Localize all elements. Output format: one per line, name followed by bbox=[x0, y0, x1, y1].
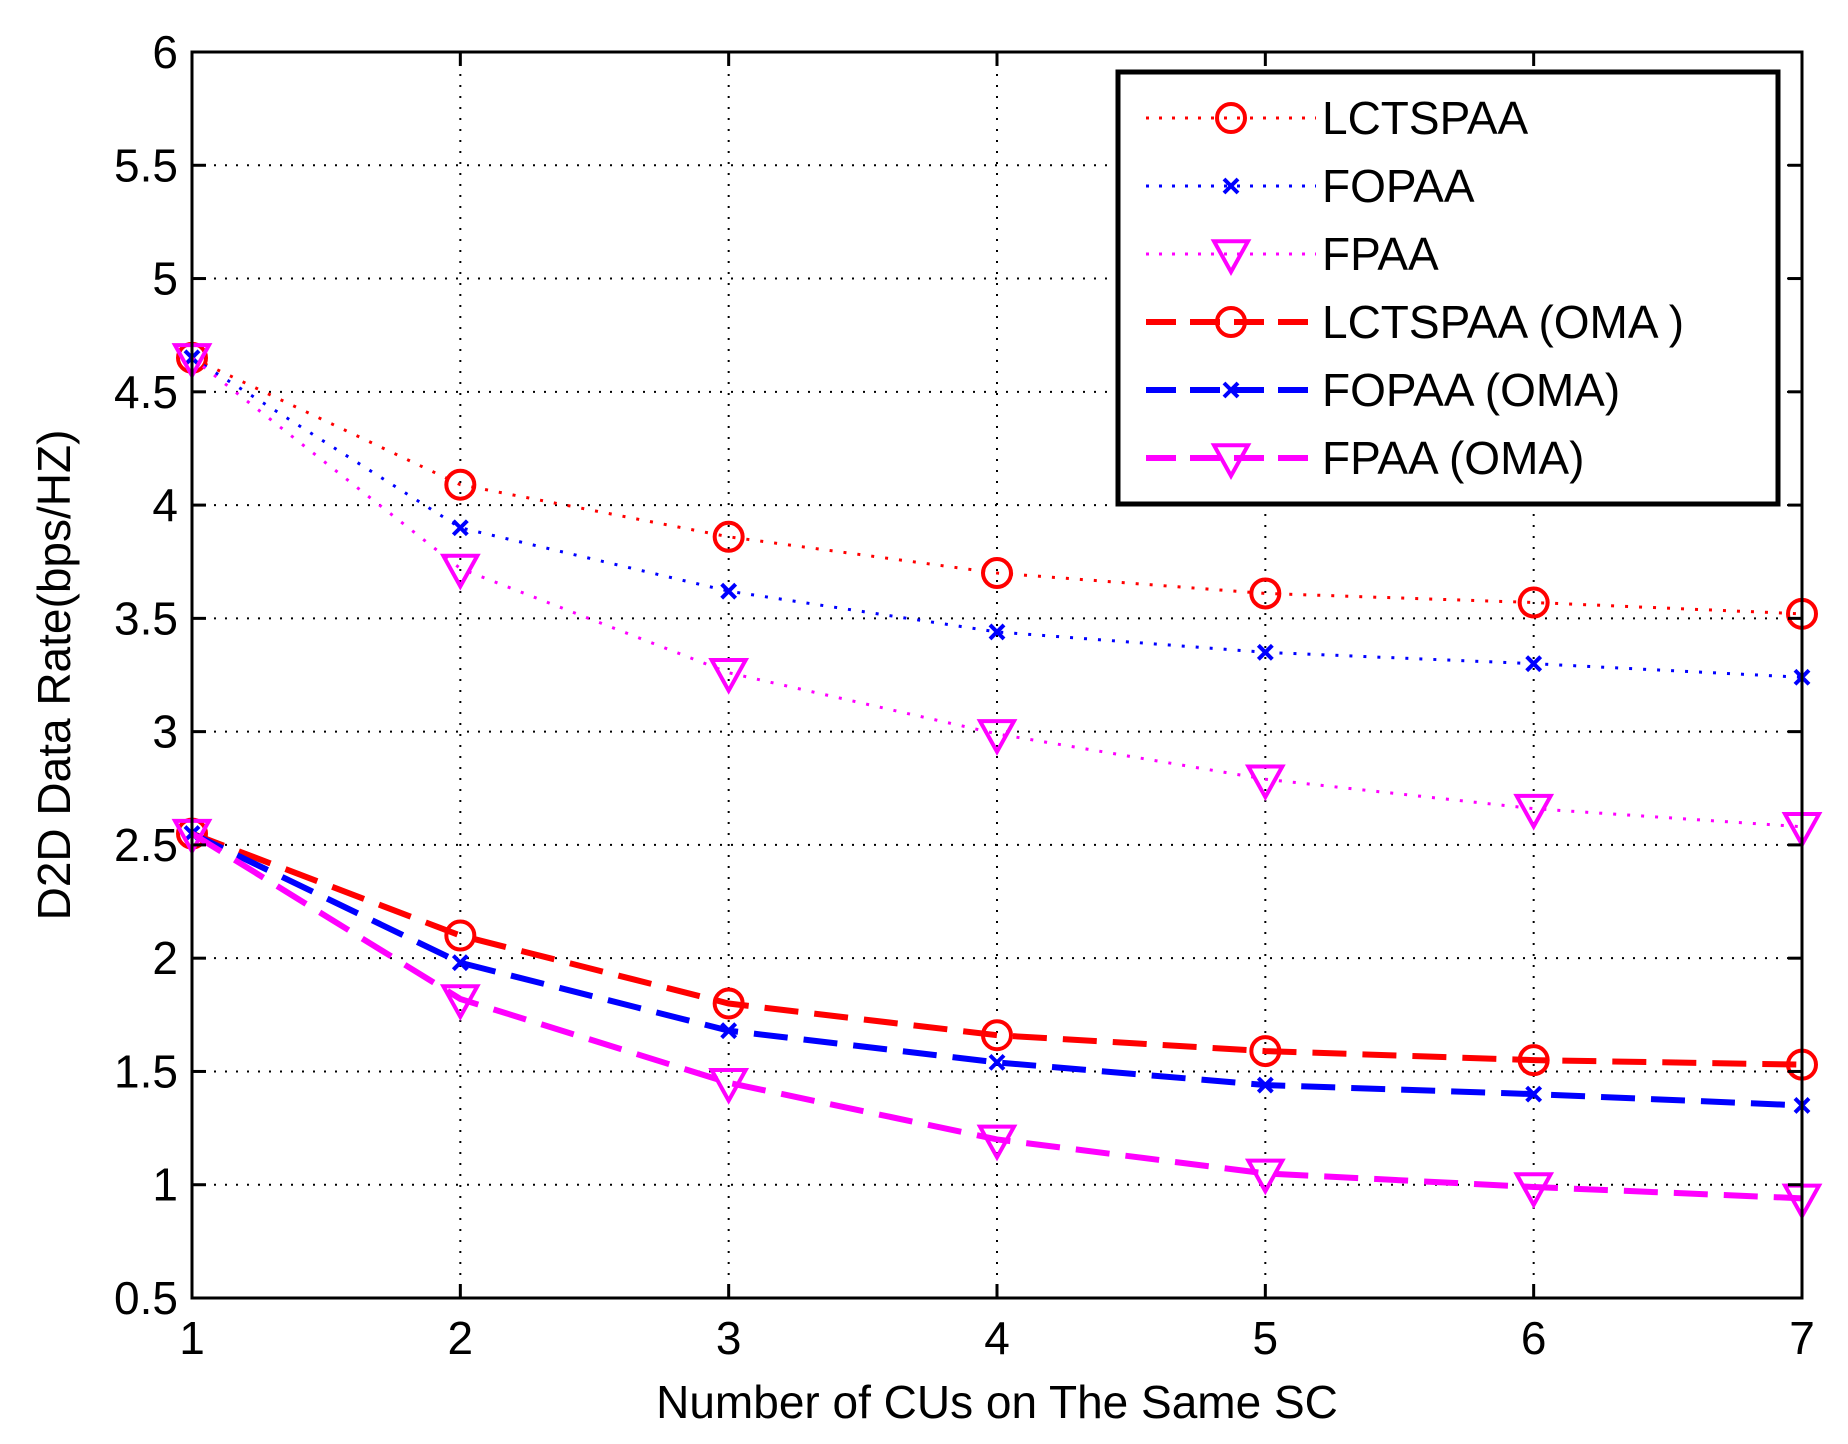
x-axis-tick-labels: 1 2 3 4 5 6 7 bbox=[179, 1312, 1815, 1364]
x-tick-label: 6 bbox=[1521, 1312, 1547, 1364]
legend: LCTSPAA FOPAA FPAA LCTSPAA (OMA ) FOPAA (OMA… bbox=[1115, 69, 1781, 507]
x-tick-label: 2 bbox=[448, 1312, 474, 1364]
y-tick-label: 1.5 bbox=[114, 1045, 178, 1097]
data-point-marker bbox=[1256, 1076, 1274, 1094]
legend-item: LCTSPAA bbox=[1146, 92, 1529, 144]
marker-stroke bbox=[1222, 177, 1240, 195]
series-fpaa-oma bbox=[171, 818, 1823, 1221]
marker-stroke bbox=[720, 582, 738, 600]
data-point-marker bbox=[712, 520, 745, 553]
data-point-marker bbox=[708, 1068, 750, 1105]
data-point-marker bbox=[1517, 1044, 1550, 1077]
y-tick-label: 3.5 bbox=[114, 592, 178, 644]
legend-label: FOPAA (OMA) bbox=[1322, 364, 1620, 416]
series-line bbox=[191, 356, 1803, 616]
y-tick-label: 1 bbox=[152, 1159, 178, 1211]
data-point-marker bbox=[720, 1022, 738, 1040]
data-point-marker bbox=[444, 468, 477, 501]
marker-stroke bbox=[1222, 381, 1240, 399]
x-axis-title: Number of CUs on The Same SC bbox=[656, 1376, 1338, 1428]
series-lctspaa bbox=[176, 341, 1818, 630]
legend-box bbox=[1115, 69, 1781, 507]
data-point-marker bbox=[451, 519, 469, 537]
data-point-marker bbox=[1513, 793, 1555, 831]
x-tick-label: 1 bbox=[179, 1312, 205, 1364]
marker-stroke bbox=[1525, 1085, 1543, 1103]
x-tick-label: 4 bbox=[984, 1312, 1010, 1364]
data-point-marker bbox=[988, 1053, 1006, 1071]
data-point-marker bbox=[1222, 177, 1240, 195]
grid-lines bbox=[192, 52, 1802, 1298]
data-point-marker bbox=[1222, 381, 1240, 399]
data-point-marker bbox=[1249, 577, 1282, 610]
data-point-marker bbox=[976, 719, 1018, 756]
marker-stroke bbox=[988, 623, 1006, 641]
legend-item: LCTSPAA (OMA ) bbox=[1146, 296, 1684, 348]
marker-stroke bbox=[451, 954, 469, 972]
series-line bbox=[190, 830, 1803, 1068]
legend-label: FOPAA bbox=[1322, 160, 1475, 212]
y-tick-label: 2.5 bbox=[114, 819, 178, 871]
data-point-marker bbox=[981, 1019, 1013, 1052]
data-point-marker bbox=[1513, 1172, 1555, 1209]
data-point-marker bbox=[1517, 586, 1550, 619]
marker-stroke bbox=[720, 1022, 738, 1040]
data-point-marker bbox=[1525, 655, 1543, 673]
y-tick-label: 5 bbox=[152, 253, 178, 305]
data-point-marker bbox=[444, 919, 477, 952]
axis-ticks bbox=[190, 50, 1804, 1300]
marker-stroke bbox=[1256, 643, 1274, 661]
legend-item: FPAA bbox=[1146, 228, 1439, 280]
data-point-marker bbox=[976, 1124, 1018, 1162]
y-tick-label: 5.5 bbox=[114, 139, 178, 191]
x-tick-label: 3 bbox=[716, 1312, 742, 1364]
data-point-marker bbox=[720, 582, 738, 600]
legend-label: LCTSPAA bbox=[1322, 92, 1529, 144]
data-point-marker bbox=[1256, 643, 1274, 661]
marker-stroke bbox=[1256, 1076, 1274, 1094]
data-point-marker bbox=[1244, 764, 1286, 802]
y-axis-title: D2D Data Rate(bps/HZ) bbox=[28, 430, 80, 921]
y-axis-tick-labels: 0.5 1 1.5 2 2.5 3 3.5 4 4.5 5 5.5 6 bbox=[114, 26, 178, 1324]
data-point-marker bbox=[1525, 1085, 1543, 1103]
legend-label: LCTSPAA (OMA ) bbox=[1322, 296, 1684, 348]
marker-stroke bbox=[451, 519, 469, 537]
data-point-marker bbox=[439, 984, 481, 1021]
data-point-marker bbox=[712, 987, 745, 1020]
data-point-marker bbox=[1244, 1158, 1286, 1196]
legend-item: FOPAA bbox=[1146, 160, 1475, 212]
data-point-marker bbox=[1249, 1035, 1282, 1068]
y-tick-label: 4 bbox=[152, 479, 178, 531]
x-tick-label: 7 bbox=[1789, 1312, 1815, 1364]
legend-label: FPAA bbox=[1322, 228, 1439, 280]
legend-item: FOPAA (OMA) bbox=[1146, 364, 1620, 416]
data-point-marker bbox=[981, 557, 1013, 590]
data-point-marker bbox=[988, 623, 1006, 641]
data-point-marker bbox=[1210, 443, 1252, 480]
data-point-marker bbox=[1210, 239, 1252, 276]
data-point-marker bbox=[708, 657, 750, 695]
y-tick-label: 2 bbox=[152, 932, 178, 984]
marker-stroke bbox=[988, 1053, 1006, 1071]
y-tick-label: 0.5 bbox=[114, 1272, 178, 1324]
y-tick-label: 4.5 bbox=[114, 366, 178, 418]
y-tick-label: 3 bbox=[152, 706, 178, 758]
data-point-marker bbox=[439, 553, 481, 591]
data-point-marker bbox=[451, 954, 469, 972]
legend-label: FPAA (OMA) bbox=[1322, 432, 1584, 484]
y-tick-label: 6 bbox=[152, 26, 178, 78]
series-line bbox=[190, 831, 1803, 1202]
data-point-marker bbox=[1215, 102, 1247, 134]
legend-item: FPAA (OMA) bbox=[1146, 432, 1584, 484]
marker-stroke bbox=[1525, 655, 1543, 673]
x-tick-label: 5 bbox=[1253, 1312, 1279, 1364]
data-point-marker bbox=[1215, 306, 1247, 338]
